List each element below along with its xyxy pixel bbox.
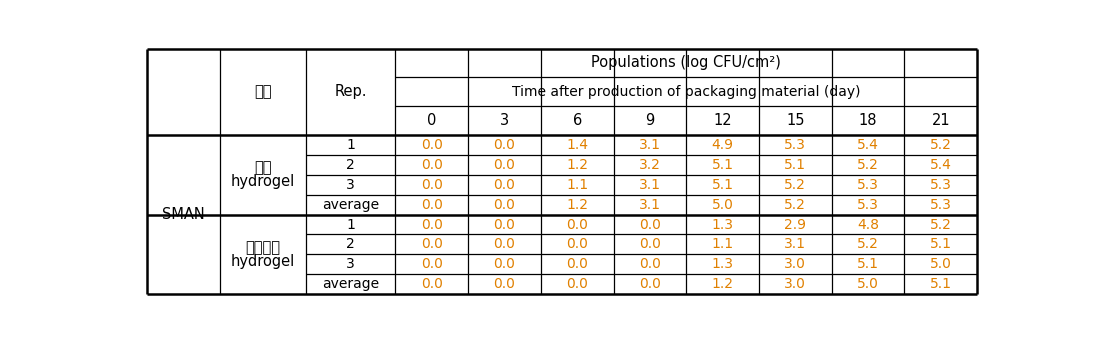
Text: 1.1: 1.1 <box>566 178 588 192</box>
Text: 5.2: 5.2 <box>930 218 952 232</box>
Text: 구분: 구분 <box>255 84 272 99</box>
Text: 2: 2 <box>347 237 354 251</box>
Text: 4.9: 4.9 <box>712 138 734 152</box>
Text: SMAN: SMAN <box>162 207 205 222</box>
Text: 1.2: 1.2 <box>566 198 588 212</box>
Text: 0.0: 0.0 <box>638 237 660 251</box>
Text: 3.1: 3.1 <box>784 237 806 251</box>
Text: 3.2: 3.2 <box>638 158 660 172</box>
Text: 1.3: 1.3 <box>712 218 734 232</box>
Text: 3.1: 3.1 <box>638 198 660 212</box>
Text: 0.0: 0.0 <box>494 257 516 271</box>
Text: 5.3: 5.3 <box>857 198 879 212</box>
Text: 0.0: 0.0 <box>421 178 443 192</box>
Text: 0.0: 0.0 <box>566 237 588 251</box>
Text: 3.0: 3.0 <box>784 257 806 271</box>
Text: 12: 12 <box>713 113 732 128</box>
Text: hydrogel: hydrogel <box>230 175 295 190</box>
Text: 5.0: 5.0 <box>930 257 952 271</box>
Text: 5.2: 5.2 <box>784 178 806 192</box>
Text: 21: 21 <box>931 113 950 128</box>
Text: 5.2: 5.2 <box>857 158 879 172</box>
Text: 0.0: 0.0 <box>638 257 660 271</box>
Text: 5.0: 5.0 <box>712 198 734 212</box>
Text: 5.4: 5.4 <box>930 158 952 172</box>
Text: 5.3: 5.3 <box>857 178 879 192</box>
Text: 15: 15 <box>787 113 804 128</box>
Text: 0.0: 0.0 <box>566 218 588 232</box>
Text: 1.2: 1.2 <box>712 277 734 291</box>
Text: 9: 9 <box>645 113 655 128</box>
Text: 5.1: 5.1 <box>857 257 879 271</box>
Text: 6: 6 <box>573 113 581 128</box>
Text: 5.3: 5.3 <box>930 178 952 192</box>
Text: average: average <box>321 198 380 212</box>
Text: 1.3: 1.3 <box>712 257 734 271</box>
Text: 1: 1 <box>346 218 355 232</box>
Text: 기존: 기존 <box>255 161 272 176</box>
Text: 0.0: 0.0 <box>421 277 443 291</box>
Text: 0.0: 0.0 <box>494 218 516 232</box>
Text: 1.4: 1.4 <box>566 138 588 152</box>
Text: average: average <box>321 277 380 291</box>
Text: 1.1: 1.1 <box>712 237 734 251</box>
Text: 2.9: 2.9 <box>784 218 806 232</box>
Text: 2: 2 <box>347 158 354 172</box>
Text: 0.0: 0.0 <box>494 198 516 212</box>
Text: 0.0: 0.0 <box>421 158 443 172</box>
Text: 0.0: 0.0 <box>638 277 660 291</box>
Text: 5.1: 5.1 <box>712 178 734 192</box>
Text: 3: 3 <box>500 113 509 128</box>
Text: 0.0: 0.0 <box>566 277 588 291</box>
Text: 0.0: 0.0 <box>494 237 516 251</box>
Text: 3.1: 3.1 <box>638 138 660 152</box>
Text: Populations (log CFU/cm²): Populations (log CFU/cm²) <box>591 56 781 71</box>
Text: Time after production of packaging material (day): Time after production of packaging mater… <box>512 85 860 99</box>
Text: 5.3: 5.3 <box>930 198 952 212</box>
Text: 5.4: 5.4 <box>857 138 879 152</box>
Text: 0.0: 0.0 <box>638 218 660 232</box>
Text: 0.0: 0.0 <box>421 198 443 212</box>
Text: 5.1: 5.1 <box>930 277 952 291</box>
Text: 5.3: 5.3 <box>784 138 806 152</box>
Text: 0.0: 0.0 <box>421 218 443 232</box>
Text: 5.1: 5.1 <box>784 158 806 172</box>
Text: 3: 3 <box>347 257 354 271</box>
Text: hydrogel: hydrogel <box>230 254 295 269</box>
Text: 3.0: 3.0 <box>784 277 806 291</box>
Text: 5.2: 5.2 <box>930 138 952 152</box>
Text: 3.1: 3.1 <box>638 178 660 192</box>
Text: 0.0: 0.0 <box>421 257 443 271</box>
Text: 0.0: 0.0 <box>494 138 516 152</box>
Text: 5.0: 5.0 <box>857 277 879 291</box>
Text: 3: 3 <box>347 178 354 192</box>
Text: 1.2: 1.2 <box>566 158 588 172</box>
Text: 0.0: 0.0 <box>566 257 588 271</box>
Text: 18: 18 <box>859 113 878 128</box>
Text: 0.0: 0.0 <box>421 138 443 152</box>
Text: 5.2: 5.2 <box>784 198 806 212</box>
Text: 0.0: 0.0 <box>494 158 516 172</box>
Text: 0: 0 <box>427 113 437 128</box>
Text: 1: 1 <box>346 138 355 152</box>
Text: 이타콘산: 이타콘산 <box>246 240 281 255</box>
Text: 5.2: 5.2 <box>857 237 879 251</box>
Text: 0.0: 0.0 <box>494 178 516 192</box>
Text: 5.1: 5.1 <box>930 237 952 251</box>
Text: 0.0: 0.0 <box>494 277 516 291</box>
Text: Rep.: Rep. <box>335 84 366 99</box>
Text: 4.8: 4.8 <box>857 218 879 232</box>
Text: 5.1: 5.1 <box>712 158 734 172</box>
Text: 0.0: 0.0 <box>421 237 443 251</box>
